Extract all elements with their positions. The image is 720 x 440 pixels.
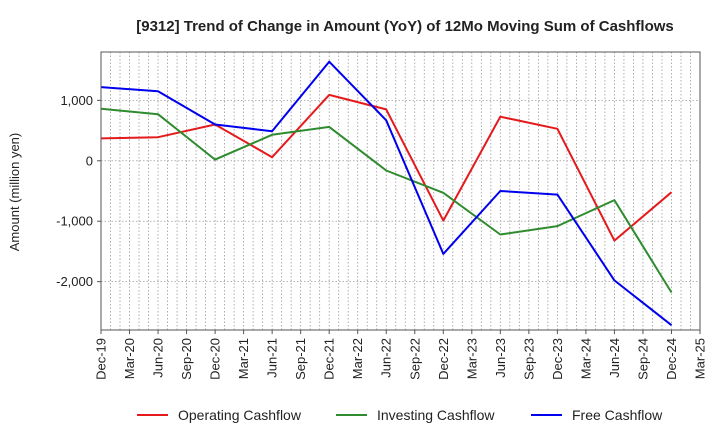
x-tick-label: Dec-23: [550, 338, 565, 380]
x-tick-label: Mar-24: [578, 338, 593, 379]
x-tick-label: Mar-23: [464, 338, 479, 379]
chart-title: [9312] Trend of Change in Amount (YoY) o…: [136, 18, 674, 35]
plot-frame: [100, 51, 701, 331]
x-tick-label: Sep-21: [293, 338, 308, 380]
legend-label: Operating Cashflow: [178, 407, 302, 423]
x-tick-label: Jun-20: [151, 338, 166, 378]
grid-layer: [101, 52, 700, 330]
y-tick-label: 0: [86, 153, 93, 168]
x-tick-label: Sep-22: [407, 338, 422, 380]
series-line-investing-cashflow: [100, 107, 673, 294]
series-layer: [100, 60, 673, 326]
x-tick-label: Dec-24: [664, 338, 679, 380]
x-tick-label: Jun-21: [265, 338, 280, 378]
x-tick-label: Dec-22: [436, 338, 451, 380]
x-tick-label: Mar-25: [693, 338, 708, 379]
x-tick-label: Sep-23: [521, 338, 536, 380]
x-tick-label: Sep-20: [179, 338, 194, 380]
y-tick-label: -1,000: [56, 214, 93, 229]
x-tick-label: Mar-21: [236, 338, 251, 379]
x-axis-ticks: Dec-19 Mar-20 Jun-20 Sep-20 Dec-20 Mar-21 Jun-…: [94, 330, 708, 380]
legend-label: Investing Cashflow: [377, 407, 495, 423]
x-tick-label: Mar-20: [122, 338, 137, 379]
x-tick-label: Mar-22: [350, 338, 365, 379]
x-tick-label: Dec-20: [208, 338, 223, 380]
x-tick-label: Dec-21: [322, 338, 337, 380]
x-tick-label: Jun-22: [379, 338, 394, 378]
y-axis-label: Amount (million yen): [7, 133, 22, 252]
x-tick-label: Sep-24: [635, 338, 650, 380]
y-tick-label: 1,000: [60, 93, 93, 108]
legend: Operating Cashflow Investing Cashflow Free…: [137, 407, 663, 423]
x-tick-label: Jun-23: [493, 338, 508, 378]
legend-label: Free Cashflow: [572, 407, 663, 423]
y-axis-ticks: 1,000 0 -1,000 -2,000: [56, 93, 101, 289]
y-tick-label: -2,000: [56, 274, 93, 289]
series-line-free-cashflow: [100, 60, 673, 326]
series-line-operating-cashflow: [100, 93, 673, 242]
x-tick-label: Dec-19: [94, 338, 109, 380]
x-tick-label: Jun-24: [607, 338, 622, 378]
plot-border: [100, 51, 701, 331]
